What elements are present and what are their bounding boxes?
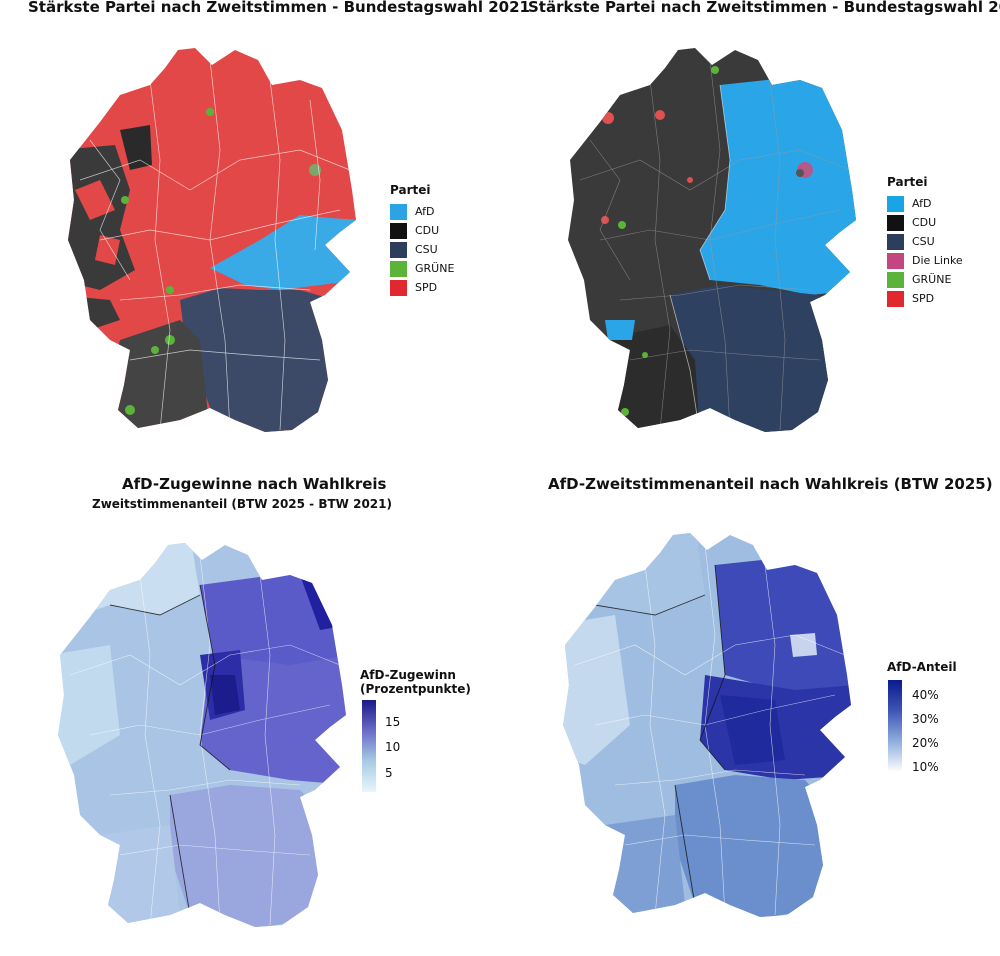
legend-item-gruene: GRÜNE [887, 270, 963, 289]
map-germany-afd-share [563, 533, 851, 917]
map-germany-2021 [68, 48, 356, 432]
colorbar-afd-gains [362, 700, 376, 792]
legend-swatch [887, 290, 904, 307]
map-subtitle-afd-gains: Zweitstimmenanteil (BTW 2025 - BTW 2021) [92, 497, 392, 511]
colorbar-tick-label: 10% [912, 760, 939, 774]
colorbar-afd-share [888, 680, 902, 772]
colorbar-tick-label: 30% [912, 712, 939, 726]
legend-swatch [887, 214, 904, 231]
legend-title: Partei [887, 175, 928, 189]
legend-item-die-linke: Die Linke [887, 251, 963, 270]
colorbar-tick-label: 15 [385, 715, 401, 729]
legend-item-cdu: CDU [887, 213, 963, 232]
legend-item-gruene: GRÜNE [390, 259, 454, 278]
colorbar-tick-label: 40% [912, 688, 939, 702]
legend-party-2025: Partei AfD CDU CSU Die Linke GRÜNE SPD [887, 175, 963, 308]
map-title-afd-share: AfD-Zweitstimmenanteil nach Wahlkreis (B… [548, 475, 993, 493]
legend-swatch [887, 252, 904, 269]
legend-afd-share: AfD-Anteil [887, 660, 957, 679]
colorbar-tick-label: 10 [385, 740, 401, 754]
legend-item-cdu: CDU [390, 221, 454, 240]
map-title-2025: Stärkste Partei nach Zweitstimmen - Bund… [528, 0, 1000, 16]
legend-swatch [887, 195, 904, 212]
legend-party-2021: Partei AfD CDU CSU GRÜNE SPD [390, 183, 454, 297]
colorbar-tick-label: 20% [912, 736, 939, 750]
legend-swatch [390, 203, 407, 220]
legend-item-csu: CSU [390, 240, 454, 259]
legend-swatch [887, 233, 904, 250]
legend-item-afd: AfD [390, 202, 454, 221]
map-germany-afd-gains [58, 543, 346, 927]
legend-title: AfD-Anteil [887, 660, 957, 674]
legend-title: Partei [390, 183, 431, 197]
legend-swatch [887, 271, 904, 288]
legend-swatch [390, 279, 407, 296]
legend-item-afd: AfD [887, 194, 963, 213]
colorbar-tick-label: 5 [385, 766, 393, 780]
legend-swatch [390, 241, 407, 258]
legend-title: AfD-Zugewinn (Prozentpunkte) [360, 668, 471, 696]
map-title-afd-gains: AfD-Zugewinne nach Wahlkreis [122, 475, 387, 493]
legend-afd-gains: AfD-Zugewinn (Prozentpunkte) [360, 668, 471, 701]
legend-swatch [390, 260, 407, 277]
legend-item-spd: SPD [390, 278, 454, 297]
legend-swatch [390, 222, 407, 239]
map-title-2021: Stärkste Partei nach Zweitstimmen - Bund… [28, 0, 530, 16]
legend-item-spd: SPD [887, 289, 963, 308]
legend-item-csu: CSU [887, 232, 963, 251]
map-germany-2025 [568, 48, 856, 432]
